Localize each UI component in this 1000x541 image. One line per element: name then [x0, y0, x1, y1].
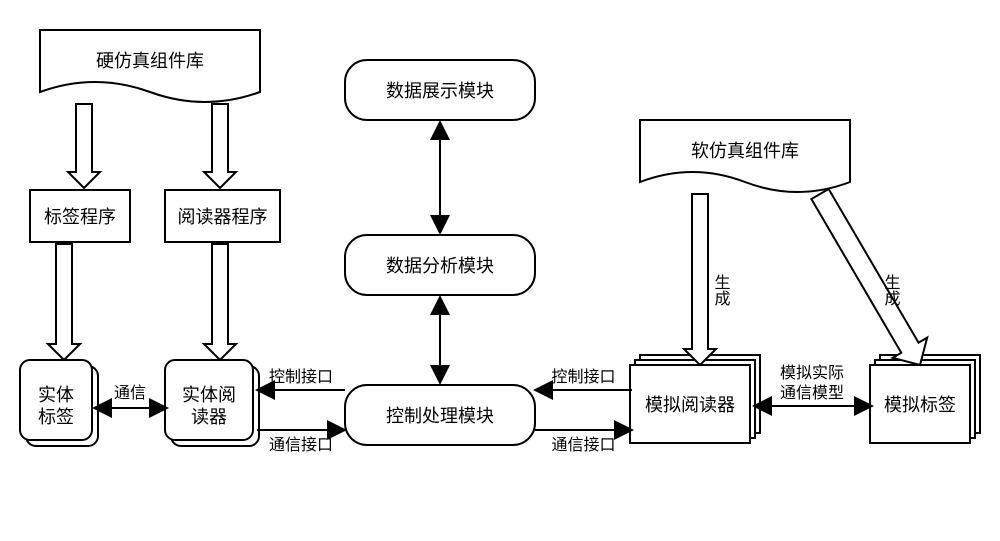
svg-text:实体: 实体 [38, 385, 74, 405]
svg-text:生成: 生成 [712, 274, 731, 307]
svg-text:数据分析模块: 数据分析模块 [386, 256, 494, 276]
svg-text:标签: 标签 [38, 407, 74, 427]
svg-text:通信: 通信 [114, 384, 146, 402]
svg-text:模拟标签: 模拟标签 [884, 395, 956, 415]
svg-text:实体阅: 实体阅 [182, 385, 236, 405]
svg-text:硬仿真组件库: 硬仿真组件库 [96, 51, 204, 71]
svg-text:阅读器程序: 阅读器程序 [178, 207, 268, 227]
svg-text:通信接口: 通信接口 [269, 436, 333, 454]
svg-text:读器: 读器 [191, 407, 227, 427]
svg-text:控制接口: 控制接口 [269, 368, 333, 386]
svg-text:生成: 生成 [882, 274, 901, 307]
svg-text:数据展示模块: 数据展示模块 [386, 81, 494, 101]
svg-text:软仿真组件库: 软仿真组件库 [691, 141, 799, 161]
svg-text:标签程序: 标签程序 [44, 207, 116, 227]
svg-text:模拟阅读器: 模拟阅读器 [645, 395, 735, 415]
svg-text:通信接口: 通信接口 [551, 436, 615, 454]
svg-text:模拟实际通信模型: 模拟实际通信模型 [780, 364, 844, 402]
svg-text:控制接口: 控制接口 [551, 368, 615, 386]
svg-text:控制处理模块: 控制处理模块 [386, 406, 494, 426]
